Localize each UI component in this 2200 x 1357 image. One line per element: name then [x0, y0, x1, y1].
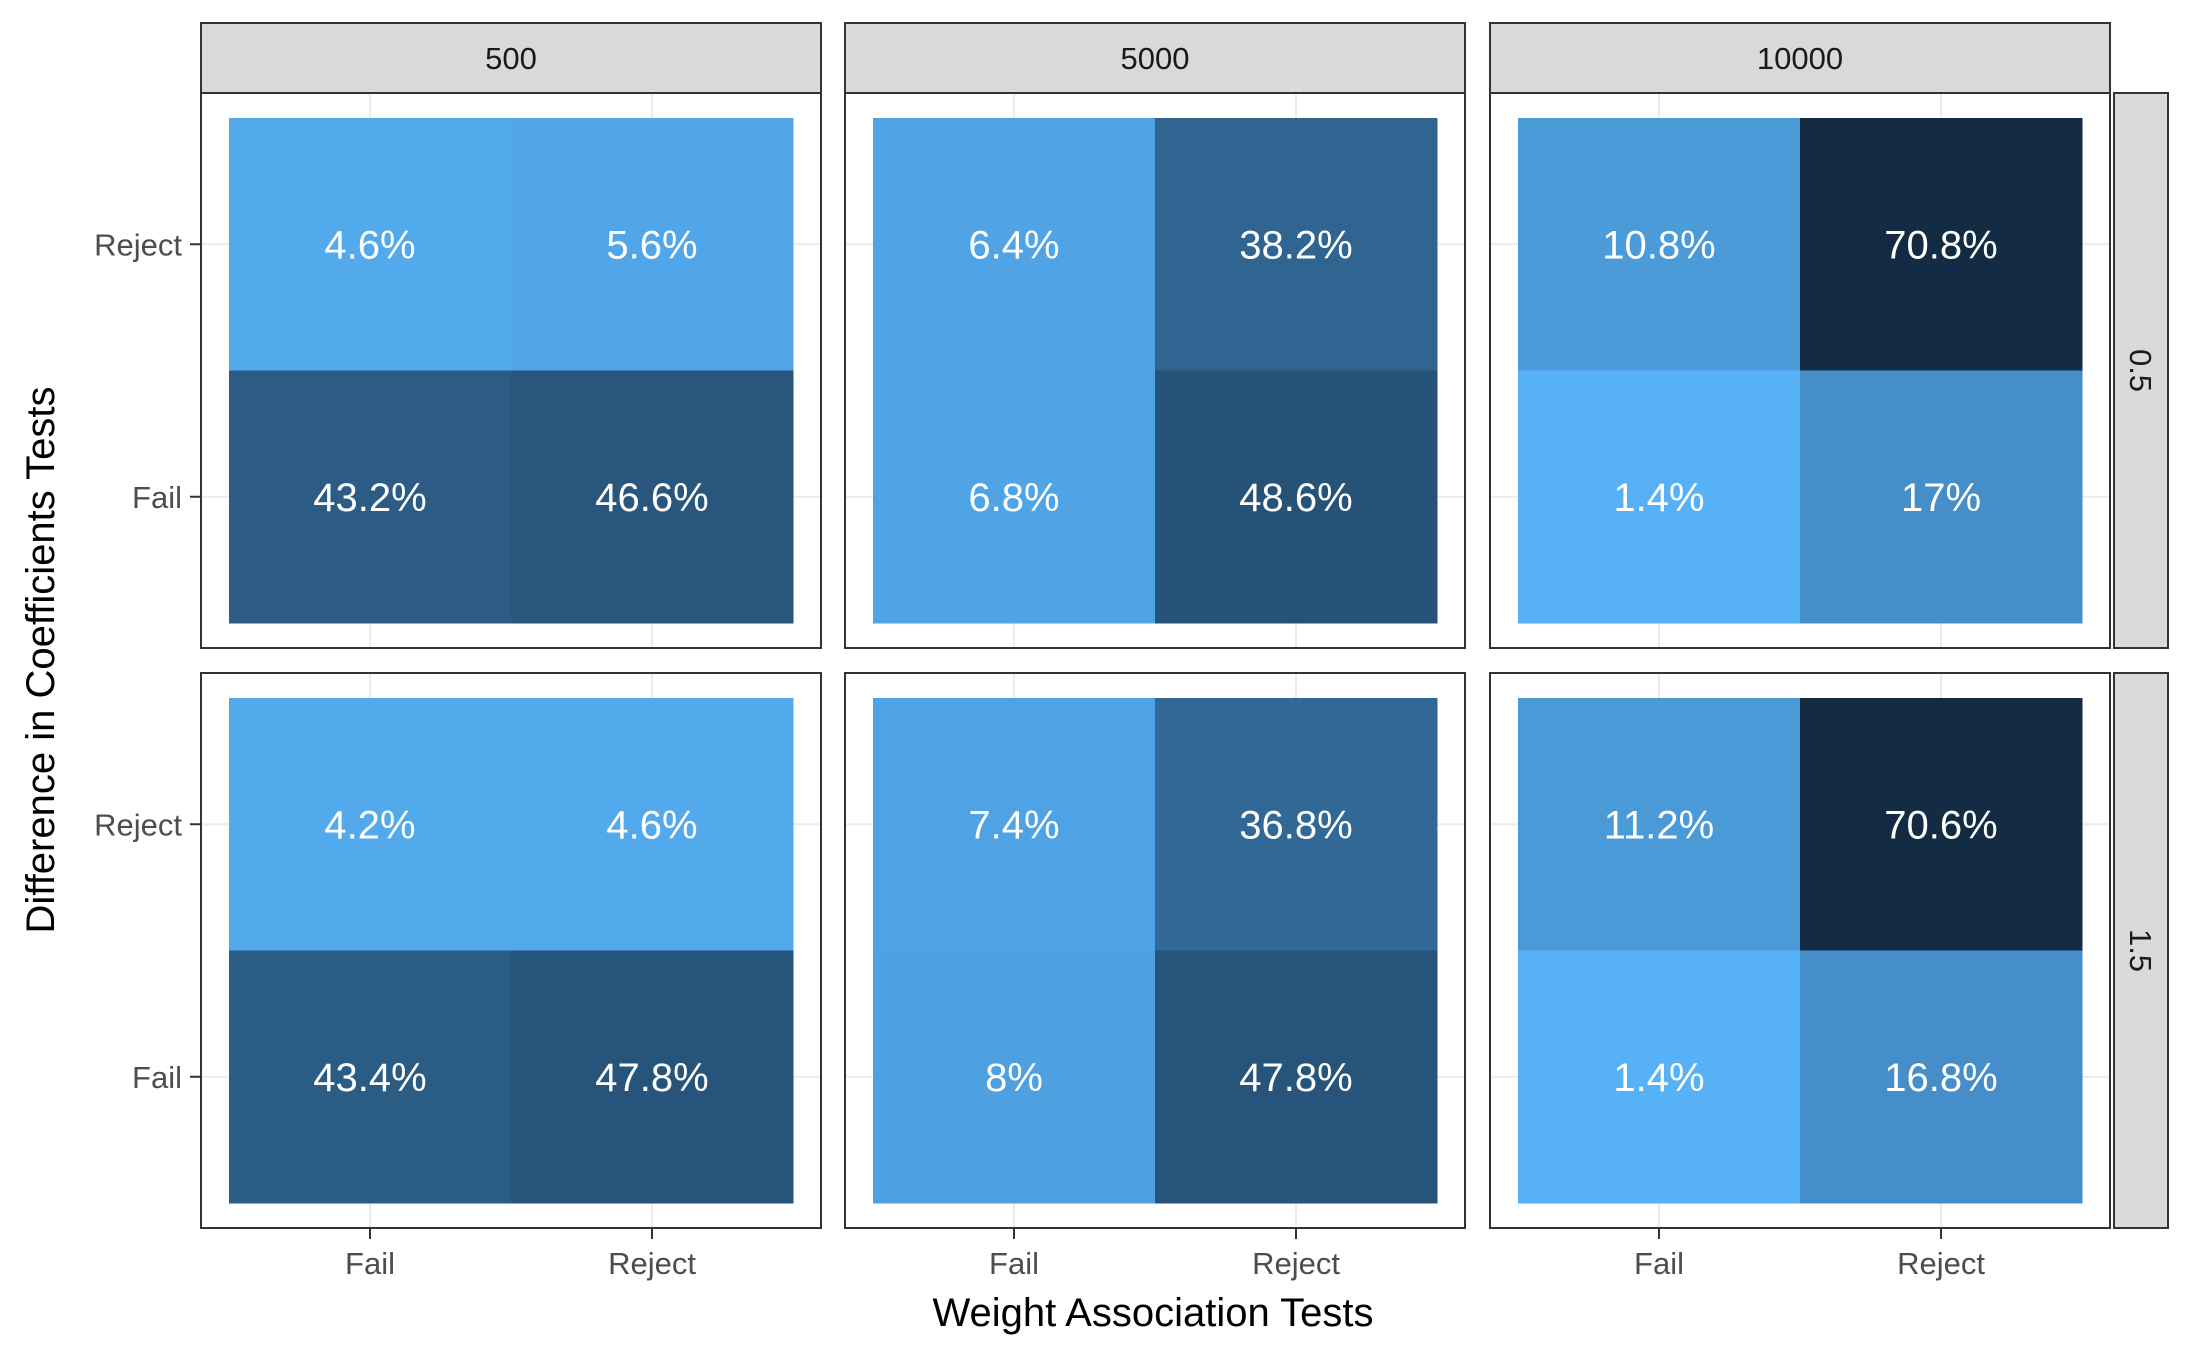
axis-layer: 500 5000 10000 0.5 1.5 Fail Reject Fail Reject Fa…: [94, 22, 2169, 1281]
heatmap-cell: [1518, 370, 1801, 624]
heatmap-panel: 4.2% 4.6% 43.4% 47.8%: [200, 672, 822, 1229]
heatmap-cell: [1155, 950, 1438, 1204]
cell-value-label: 48.6%: [1239, 476, 1352, 520]
heatmap-panel: 6.4% 38.2% 6.8% 48.6%: [844, 92, 1466, 649]
heatmap-panel: 4.6% 5.6% 43.2% 46.6%: [200, 92, 822, 649]
panel-border: [844, 672, 1466, 1229]
facet-row-label: 1.5: [2123, 929, 2158, 972]
cell-value-label: 70.8%: [1884, 223, 1997, 267]
heatmap-cell: [511, 950, 794, 1204]
y-tick-label: Reject: [94, 807, 182, 842]
cell-value-label: 43.2%: [313, 476, 426, 520]
heatmap-cell: [1518, 118, 1801, 371]
facet-column-strip: [844, 22, 1466, 94]
heatmap-cell: [511, 370, 794, 624]
x-tick-label: Reject: [608, 1246, 696, 1281]
panel-layer: 4.6% 5.6% 43.2% 46.6% 6.4% 38.2% 6.8% 48.6% 10.8…: [200, 92, 2111, 1229]
y-axis-title: Difference in Coefficients Tests: [19, 387, 63, 934]
cell-value-label: 6.4%: [968, 223, 1059, 267]
heatmap-cell: [1155, 118, 1438, 371]
cell-value-label: 38.2%: [1239, 223, 1352, 267]
heatmap-cell: [229, 370, 512, 624]
heatmap-cell: [1155, 698, 1438, 951]
cell-value-label: 1.4%: [1613, 476, 1704, 520]
y-tick-label: Reject: [94, 227, 182, 262]
facet-column-label: 10000: [1757, 41, 1843, 76]
heatmap-cell: [1800, 370, 2083, 624]
facet-column-label: 5000: [1121, 41, 1190, 76]
heatmap-cell: [229, 118, 512, 371]
cell-value-label: 47.8%: [1239, 1056, 1352, 1100]
cell-value-label: 17%: [1901, 476, 1981, 520]
heatmap-cell: [229, 950, 512, 1204]
heatmap-cell: [873, 370, 1156, 624]
cell-value-label: 1.4%: [1613, 1056, 1704, 1100]
x-tick-label: Fail: [1634, 1246, 1684, 1281]
heatmap-cell: [1800, 698, 2083, 951]
panel-border: [1489, 672, 2111, 1229]
cell-value-label: 10.8%: [1602, 223, 1715, 267]
x-tick-label: Reject: [1252, 1246, 1340, 1281]
cell-value-label: 4.6%: [324, 223, 415, 267]
cell-value-label: 36.8%: [1239, 803, 1352, 847]
heatmap-cell: [1518, 950, 1801, 1204]
cell-value-label: 47.8%: [595, 1056, 708, 1100]
cell-value-label: 16.8%: [1884, 1056, 1997, 1100]
x-tick-label: Fail: [345, 1246, 395, 1281]
facet-column-strip: [1489, 22, 2111, 94]
x-tick-label: Reject: [1897, 1246, 1985, 1281]
heatmap-panel: 11.2% 70.6% 1.4% 16.8%: [1489, 672, 2111, 1229]
facet-row-strip: [2113, 92, 2169, 649]
heatmap-cell: [873, 118, 1156, 371]
heatmap-cell: [511, 698, 794, 951]
y-tick-label: Fail: [132, 480, 182, 515]
cell-value-label: 70.6%: [1884, 803, 1997, 847]
x-axis-title: Weight Association Tests: [933, 1291, 1374, 1335]
heatmap-cell: [1155, 370, 1438, 624]
facet-row-strip: [2113, 672, 2169, 1229]
cell-value-label: 8%: [985, 1056, 1043, 1100]
facet-column-label: 500: [485, 41, 537, 76]
cell-value-label: 4.2%: [324, 803, 415, 847]
facet-row-label: 0.5: [2123, 349, 2158, 392]
facet-column-strip: [200, 22, 822, 94]
x-tick-label: Fail: [989, 1246, 1039, 1281]
cell-value-label: 6.8%: [968, 476, 1059, 520]
heatmap-panel: 10.8% 70.8% 1.4% 17%: [1489, 92, 2111, 649]
cell-value-label: 7.4%: [968, 803, 1059, 847]
heatmap-cell: [873, 950, 1156, 1204]
heatmap-panel: 7.4% 36.8% 8% 47.8%: [844, 672, 1466, 1229]
heatmap-cell: [873, 698, 1156, 951]
heatmap-cell: [1800, 118, 2083, 371]
y-tick-label: Fail: [132, 1060, 182, 1095]
cell-value-label: 5.6%: [606, 223, 697, 267]
heatmap-cell: [229, 698, 512, 951]
heatmap-cell: [1800, 950, 2083, 1204]
panel-border: [200, 672, 822, 1229]
cell-value-label: 4.6%: [606, 803, 697, 847]
heatmap-cell: [1518, 698, 1801, 951]
heatmap-cell: [511, 118, 794, 371]
cell-value-label: 11.2%: [1604, 803, 1714, 847]
cell-value-label: 46.6%: [595, 476, 708, 520]
cell-value-label: 43.4%: [313, 1056, 426, 1100]
